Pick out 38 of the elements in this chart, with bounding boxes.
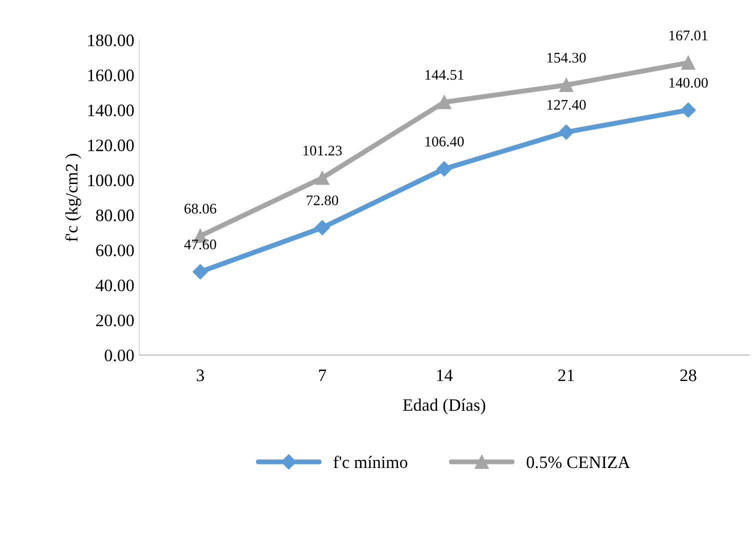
y-tick-label: 100.00 [88, 174, 134, 186]
y-tick-label: 160.00 [88, 70, 134, 82]
y-tick-label: 20.00 [96, 314, 134, 326]
y-tick-label: 0.00 [104, 350, 134, 362]
x-tick-label: 14 [437, 370, 453, 382]
x-tick-label: 28 [680, 370, 696, 382]
point [192, 264, 208, 280]
y-tick-label: 180.00 [88, 34, 134, 46]
point [436, 161, 452, 176]
y-tick-label: 80.00 [96, 210, 134, 222]
x-tick-label: 7 [319, 370, 326, 382]
point [314, 220, 330, 236]
data-label: 154.30 [547, 52, 586, 63]
data-label: 106.40 [426, 136, 464, 147]
data-label: 101.23 [304, 146, 342, 156]
data-label: 140.00 [669, 78, 708, 88]
point [680, 102, 696, 118]
y-tick-label: 60.00 [96, 244, 134, 256]
data-label: 68.06 [184, 204, 216, 214]
y-tick-label: 40.00 [96, 280, 134, 292]
x-tick-label: 3 [196, 370, 204, 382]
data-label: 167.01 [669, 30, 708, 40]
legend-label: f'c mínimo [334, 456, 408, 468]
point [558, 124, 574, 140]
y-axis-title: f'c (kg/cm2 ) [65, 154, 82, 242]
x-axis-title: Edad (Días) [403, 398, 486, 414]
point [315, 170, 330, 185]
x-tick-label: 21 [558, 370, 574, 382]
data-label: 72.80 [306, 195, 338, 206]
data-label: 127.40 [547, 100, 586, 110]
point [681, 56, 696, 70]
point [559, 78, 574, 92]
data-label: 144.51 [426, 70, 464, 80]
y-tick-label: 120.00 [88, 140, 134, 152]
data-label: 47.60 [184, 240, 216, 250]
y-tick-label: 140.00 [88, 104, 134, 116]
point [437, 95, 452, 110]
legend-label: 0.5% CENIZA [526, 456, 630, 468]
